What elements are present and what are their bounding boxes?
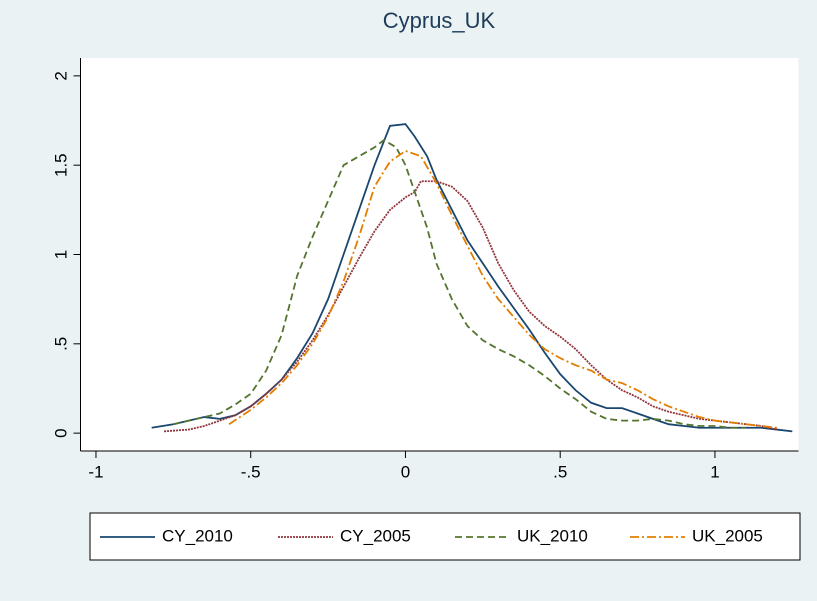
y-tick-label: 1 [51, 250, 70, 259]
legend-label: CY_2010 [162, 526, 233, 545]
legend-label: CY_2005 [340, 526, 411, 545]
series-line [228, 149, 777, 429]
chart-title: Cyprus_UK [383, 8, 496, 33]
x-tick-label: -1 [88, 462, 103, 481]
x-tick-label: 0 [401, 462, 410, 481]
x-tick-label: .5 [553, 462, 567, 481]
legend-label: UK_2005 [692, 526, 763, 545]
y-tick-label: 2 [51, 71, 70, 80]
y-tick-label: .5 [51, 337, 70, 351]
series-line [163, 180, 778, 433]
series-line [173, 139, 746, 429]
legend-label: UK_2010 [517, 526, 588, 545]
y-tick-label: 0 [51, 428, 70, 437]
x-tick-label: 1 [710, 462, 719, 481]
plot-area [80, 58, 799, 451]
y-tick-label: 1.5 [51, 153, 70, 177]
x-tick-label: -.5 [241, 462, 261, 481]
